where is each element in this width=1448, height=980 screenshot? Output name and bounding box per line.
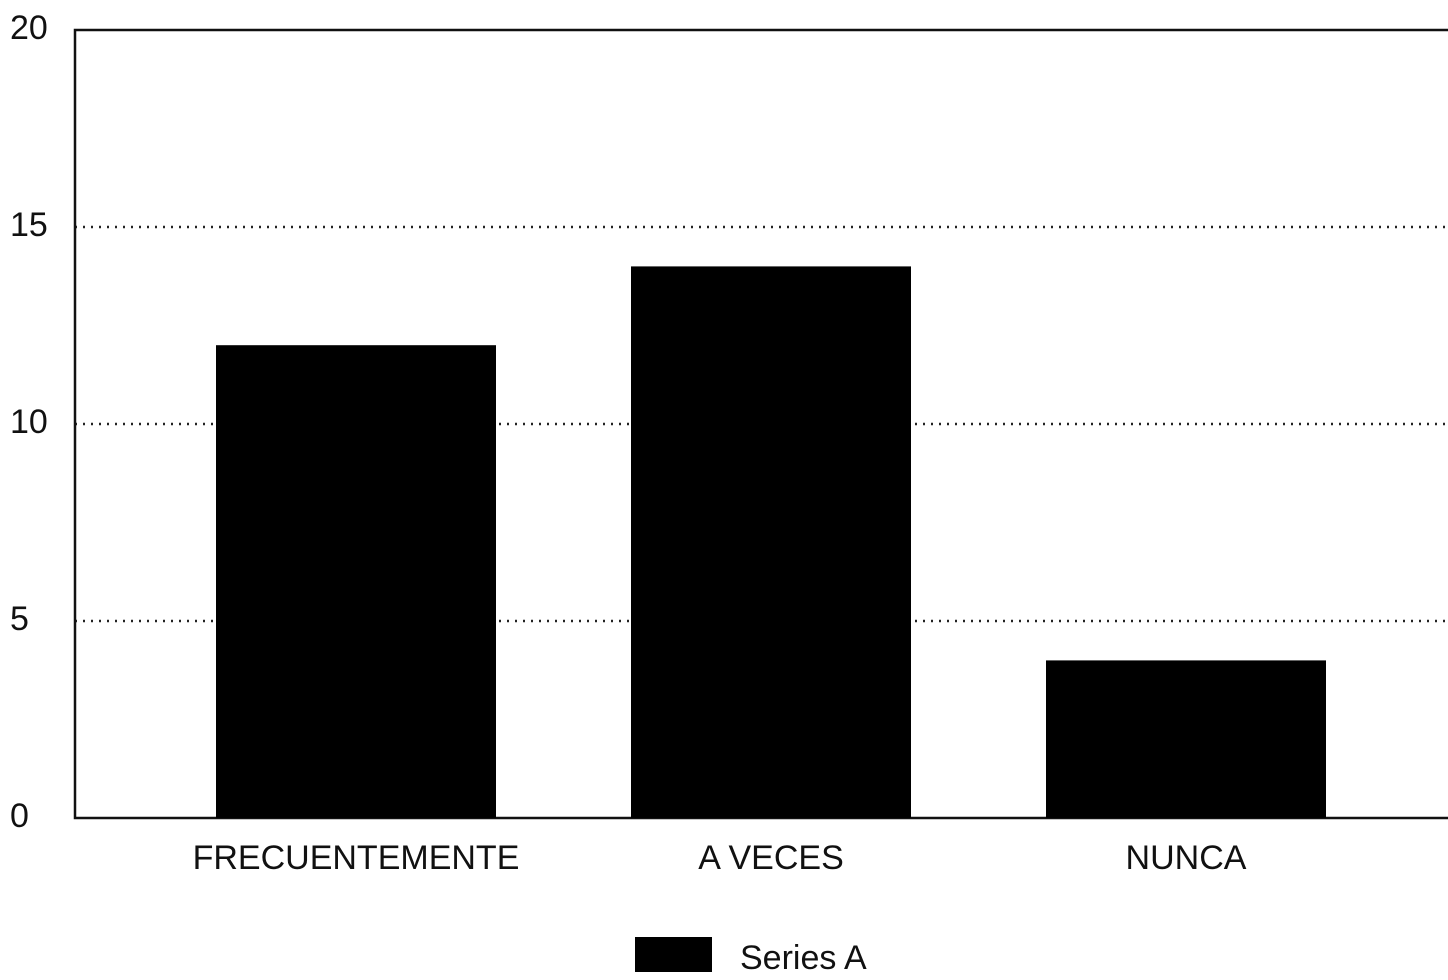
y-tick-label: 0 — [10, 797, 29, 835]
x-tick-label: NUNCA — [1126, 839, 1247, 877]
y-tick-label: 15 — [10, 206, 48, 244]
x-tick-label: A VECES — [698, 839, 844, 877]
bar — [1046, 660, 1326, 818]
legend-swatch — [635, 937, 712, 972]
bar — [631, 266, 911, 818]
x-tick-label: FRECUENTEMENTE — [193, 839, 520, 877]
y-tick-label: 5 — [10, 600, 29, 638]
legend-label: Series A — [740, 939, 867, 977]
y-tick-label: 10 — [10, 403, 48, 441]
y-tick-label: 20 — [10, 9, 48, 47]
bar — [216, 345, 496, 818]
